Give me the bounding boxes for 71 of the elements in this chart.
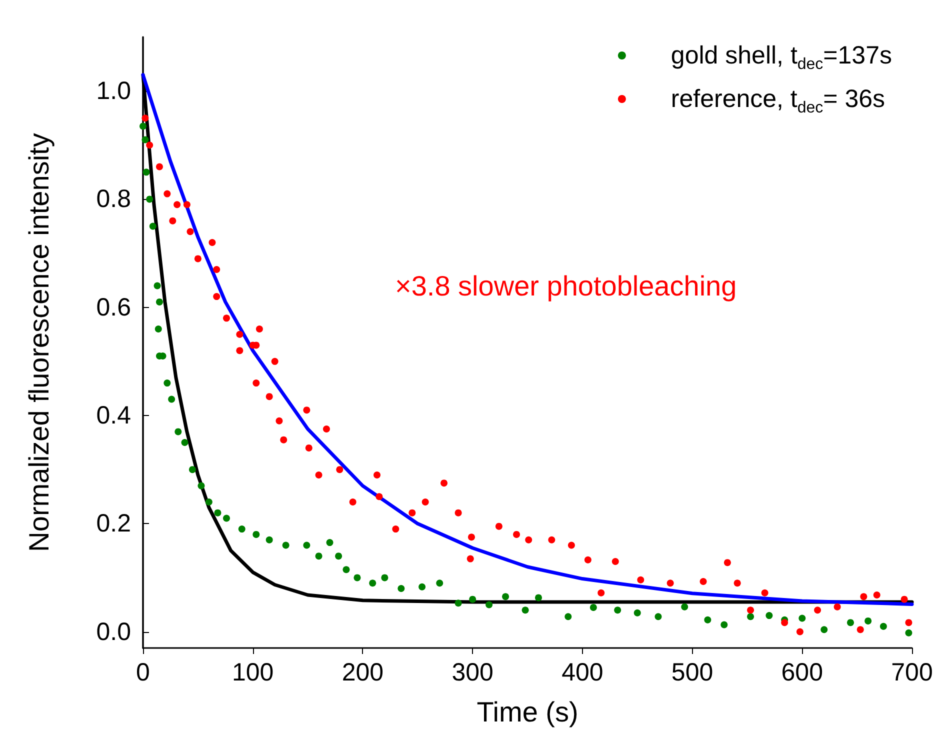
y-tick-label: 0.0 — [96, 618, 131, 646]
point — [436, 580, 444, 587]
y-tick-label: 0.6 — [96, 293, 131, 322]
point — [820, 626, 828, 634]
point — [315, 552, 322, 560]
point — [214, 509, 222, 516]
point — [342, 566, 350, 574]
point — [335, 552, 342, 560]
point — [454, 600, 462, 607]
y-tick-label: 1.0 — [96, 77, 131, 106]
y-tick-label: 0.8 — [96, 185, 131, 214]
point — [354, 574, 361, 582]
point — [681, 603, 688, 610]
point — [720, 621, 728, 628]
y-tick-label: 0.2 — [96, 510, 131, 538]
point — [205, 498, 212, 506]
point — [798, 614, 806, 622]
x-tick-label: 500 — [671, 658, 714, 686]
x-tick-label: 100 — [232, 658, 274, 686]
y-axis-title: Normalized fluorescence intensity — [24, 133, 54, 552]
point — [252, 530, 260, 538]
point — [149, 222, 156, 230]
point — [704, 616, 712, 624]
point — [266, 536, 273, 544]
point — [905, 629, 912, 636]
point — [164, 380, 171, 387]
point — [168, 396, 176, 403]
point — [154, 282, 161, 290]
point — [198, 482, 205, 490]
point — [590, 604, 597, 611]
point — [174, 428, 182, 436]
point — [142, 136, 149, 144]
point — [142, 168, 150, 176]
point — [381, 574, 388, 582]
point — [282, 542, 290, 549]
point — [486, 601, 493, 608]
point — [146, 196, 154, 203]
x-tick-label: 700 — [891, 658, 933, 686]
point — [880, 622, 887, 630]
point — [634, 609, 641, 616]
point — [188, 466, 196, 474]
point — [418, 583, 426, 590]
point — [534, 594, 542, 602]
point — [156, 298, 163, 306]
x-axis-title: Time (s) — [476, 696, 578, 728]
point — [502, 593, 510, 600]
point — [864, 617, 872, 624]
point — [398, 585, 405, 592]
y-tick-label: 0.4 — [96, 401, 132, 430]
point — [846, 619, 854, 626]
point — [747, 613, 754, 620]
point — [326, 539, 334, 546]
point — [654, 613, 662, 620]
point — [564, 613, 572, 620]
point — [614, 606, 622, 614]
point — [522, 606, 529, 614]
x-tick-label: 400 — [562, 658, 604, 686]
point — [369, 580, 376, 587]
point — [469, 596, 476, 603]
point — [140, 122, 146, 130]
x-tick-label: 300 — [452, 658, 494, 686]
annotation: ×3.8 slower photobleaching — [395, 270, 737, 302]
point — [181, 439, 188, 446]
point — [303, 542, 310, 549]
x-tick-label: 0 — [136, 658, 150, 686]
point — [766, 612, 773, 620]
point — [238, 526, 246, 533]
point — [154, 325, 162, 332]
x-tick-label: 600 — [781, 658, 823, 686]
point — [223, 514, 230, 522]
x-tick-label: 200 — [342, 658, 384, 686]
